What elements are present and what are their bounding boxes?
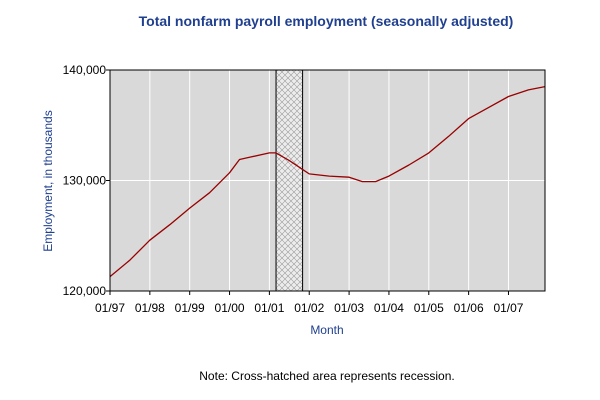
x-tick-label: 01/06 — [454, 301, 484, 315]
chart-title: Total nonfarm payroll employment (season… — [139, 13, 514, 29]
x-tick-label: 01/03 — [334, 301, 364, 315]
x-tick-label: 01/07 — [493, 301, 523, 315]
series-line — [109, 85, 546, 278]
y-tick-label: 130,000 — [63, 174, 107, 188]
grid-lines — [110, 70, 545, 291]
footnote: Note: Cross-hatched area represents rece… — [199, 369, 454, 383]
y-axis-label: Employment, in thousands — [41, 110, 55, 251]
y-tick-label: 140,000 — [63, 63, 107, 77]
x-tick-label: 01/00 — [215, 301, 245, 315]
y-axis-ticks: 120,000 130,000 140,000 — [63, 63, 110, 298]
recession-shading — [275, 70, 304, 291]
x-tick-label: 01/98 — [135, 301, 165, 315]
x-axis-ticks: 01/97 01/98 01/99 01/00 01/01 01/02 01/03 01/04… — [95, 291, 524, 315]
x-tick-label: 01/04 — [374, 301, 404, 315]
x-tick-label: 01/05 — [414, 301, 444, 315]
x-tick-label: 01/99 — [175, 301, 205, 315]
y-tick-label: 120,000 — [63, 284, 107, 298]
x-tick-label: 01/02 — [294, 301, 324, 315]
recession-hatch — [276, 70, 303, 291]
x-tick-label: 01/01 — [254, 301, 284, 315]
series-group — [109, 85, 546, 278]
x-tick-label: 01/97 — [95, 301, 125, 315]
x-axis-label: Month — [310, 323, 343, 337]
